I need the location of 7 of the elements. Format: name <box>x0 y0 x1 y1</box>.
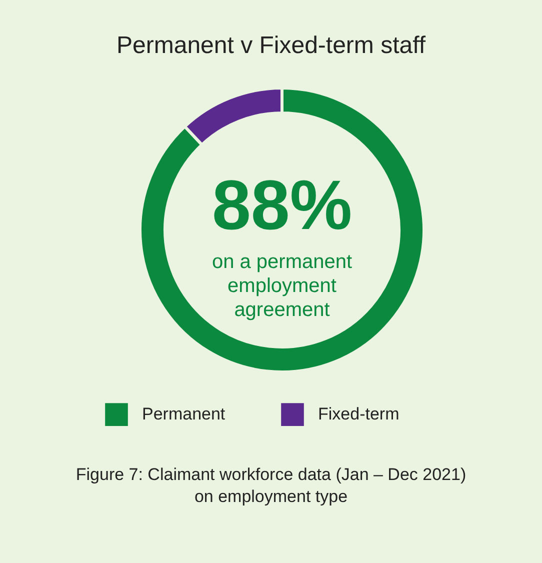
text: on a permanent employment agreement <box>212 251 352 321</box>
legend-label: Permanent <box>142 404 226 424</box>
donut-slice <box>138 86 426 374</box>
text: 88% <box>212 166 352 244</box>
chart-title: Permanent v Fixed-term staff <box>116 32 426 59</box>
caption: Figure 7: Claimant workforce data (Jan – Dec 2021) on employment type <box>76 465 466 506</box>
legend-label: Fixed-term <box>318 404 400 424</box>
